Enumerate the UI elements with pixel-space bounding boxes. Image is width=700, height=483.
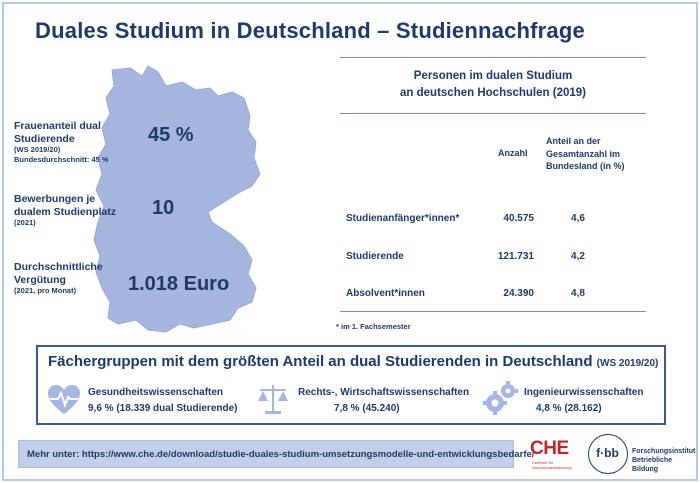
column-header-line: Anteil an der (546, 136, 601, 146)
column-header-count: Anzahl (498, 148, 528, 158)
stat-women-share: Frauenanteil dual Studierende (WS 2019/2… (14, 120, 109, 165)
field-value-engineering: 4,8 % (28.162) (536, 403, 602, 414)
germany-map-shape (93, 65, 261, 333)
fields-title-text: Fächergruppen mit dem größten Anteil an … (48, 353, 593, 370)
stat-sub-line: (WS 2019/20) (14, 145, 61, 154)
che-logo: CHE Centrum für Hochschulentwicklung (530, 438, 574, 472)
table-row-label: Absolvent*innen (346, 288, 425, 299)
column-header-line: Gesamtanzahl im (546, 148, 621, 159)
table-row-count: 24.390 (503, 288, 534, 299)
stat-value-salary: 1.018 Euro (128, 273, 230, 295)
fbb-logo-text-line: Forschungsinstitut (632, 448, 696, 455)
page-title: Duales Studium in Deutschland – Studienn… (35, 18, 585, 43)
field-name-law-economics: Rechts-, Wirtschaftswissenschaften (298, 387, 470, 398)
table-row-label: Studierende (346, 251, 404, 262)
stat-label-line: Frauenanteil dual (14, 120, 101, 132)
table-row-share: 4,6 (571, 213, 585, 224)
table-row-share: 4,8 (571, 288, 585, 299)
table-title-line: Personen im dualen Studium (413, 70, 573, 82)
table-row-count: 40.575 (503, 213, 534, 224)
stat-salary: Durchschnittliche Vergütung (2021, pro M… (14, 261, 103, 296)
che-logo-word: CHE (530, 438, 569, 459)
che-logo-sub-line: Hochschulentwicklung (532, 465, 572, 470)
stat-applications: Bewerbungen je dualem Studienplatz (2021… (14, 193, 116, 228)
stat-sub-line: (2021) (14, 218, 36, 227)
stat-label-line: Bewerbungen je (14, 193, 96, 205)
stat-sub-line: (2021, pro Monat) (14, 286, 77, 295)
column-header-share: Anteil an der Gesamtanzahl im Bundesland… (546, 135, 625, 173)
field-value-health: 9,6 % (18.339 dual Studierende) (88, 403, 238, 414)
table-row-label: Studienanfänger*innen* (346, 213, 460, 224)
stat-label-line: Durchschnittliche (14, 261, 103, 273)
table-footnote: * im 1. Fachsemester (336, 322, 411, 331)
stat-label-line: Studierende (14, 132, 75, 145)
field-name-engineering: Ingenieurwissenschaften (524, 387, 644, 398)
table-rule-bottom (340, 311, 646, 312)
stat-value-women-share: 45 % (148, 124, 194, 146)
fields-title-suffix: (WS 2019/20) (596, 358, 659, 369)
table-title-line: an deutschen Hochschulen (2019) (400, 87, 586, 99)
field-value-law-economics: 7,8 % (45.240) (334, 403, 400, 414)
table-rule-title (340, 113, 646, 114)
fields-title: Fächergruppen mit dem größten Anteil an … (48, 353, 658, 370)
table-row-share: 4,2 (571, 251, 585, 262)
column-header-line: Bundesland (in %) (546, 161, 625, 171)
table-row-count: 121.731 (497, 251, 534, 262)
che-logo-sub-line: Centrum für (532, 460, 554, 465)
heart-pulse-icon (48, 385, 80, 414)
fbb-logo-text-line: Betriebliche Bildung (632, 457, 673, 473)
che-logo-sub: Centrum für Hochschulentwicklung (532, 460, 572, 470)
stat-label-line: dualem Studienplatz (14, 205, 117, 218)
germany-map (93, 65, 261, 333)
stat-sub-line: Bundesdurchschnitt: 45 % (14, 155, 109, 164)
gears-icon (483, 381, 518, 415)
fbb-logo-word: f·bb (596, 446, 619, 460)
stat-value-applications: 10 (152, 197, 175, 219)
stat-label-line: Vergütung (14, 273, 66, 286)
more-info-bar[interactable]: Mehr unter: https://www.che.de/download/… (18, 440, 534, 468)
fbb-logo-text: Forschungsinstitut Betriebliche Bildung (632, 447, 700, 474)
table-rule-top (340, 57, 646, 58)
more-info-link[interactable]: Mehr unter: https://www.che.de/download/… (27, 449, 535, 460)
scales-icon (258, 385, 288, 414)
field-name-health: Gesundheitswissenschaften (88, 387, 224, 398)
fields-of-study-box: Fächergruppen mit dem größten Anteil an … (36, 345, 666, 425)
fbb-logo: f·bb (588, 434, 628, 474)
